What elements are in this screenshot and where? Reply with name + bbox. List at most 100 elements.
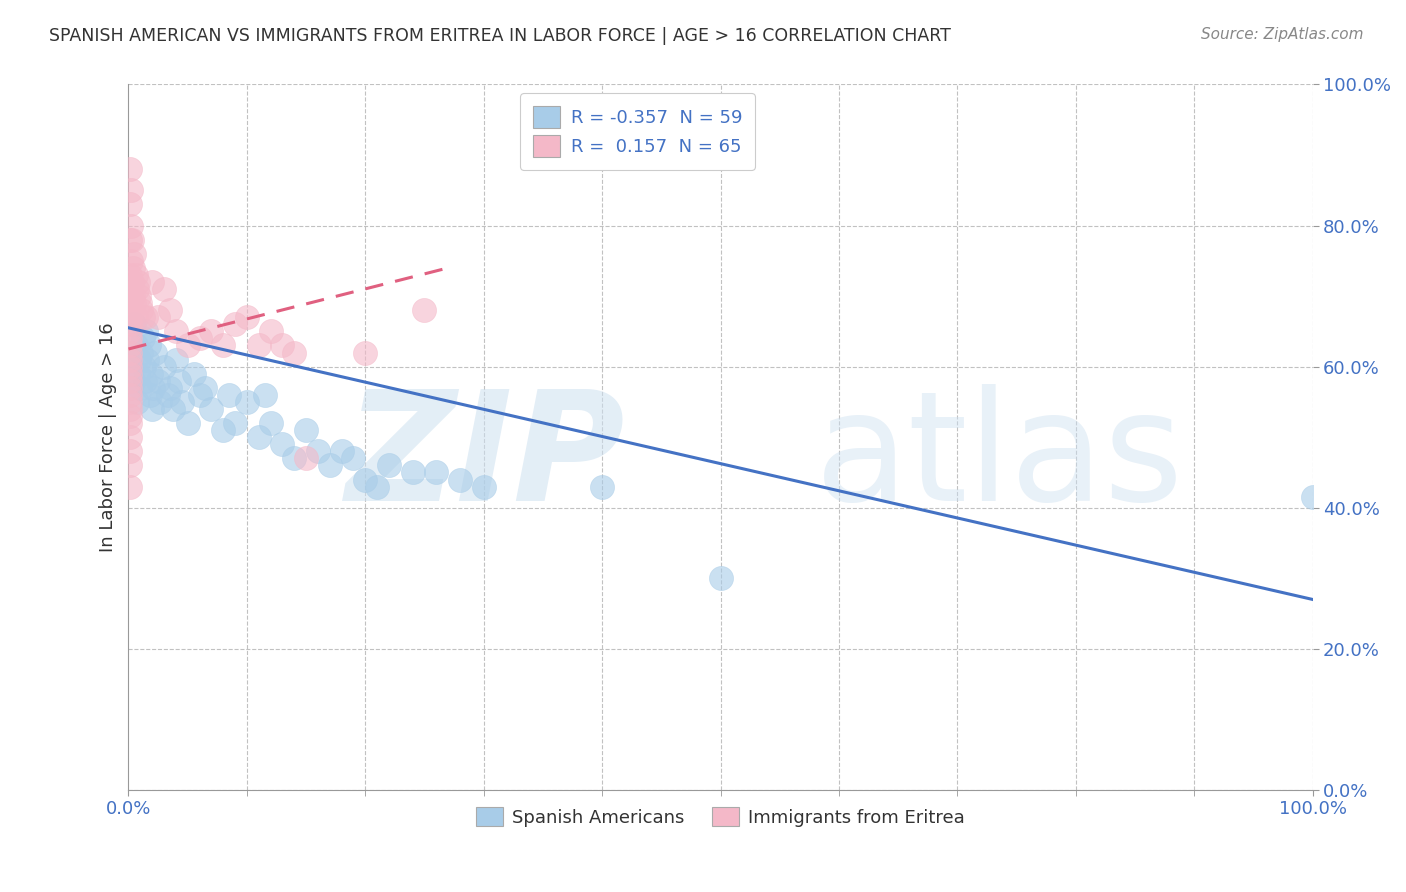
Point (124, 246, 146, 260)
Point (139, 367, 162, 381)
Point (118, 318, 141, 332)
Point (218, 388, 240, 402)
Point (378, 458, 401, 473)
Point (118, 233, 141, 247)
Point (127, 367, 149, 381)
Point (136, 352, 159, 367)
Point (118, 345, 141, 359)
Point (709, 571, 731, 585)
Point (149, 395, 172, 409)
Point (236, 395, 259, 409)
Point (118, 303, 141, 318)
Point (200, 324, 222, 338)
Text: atlas: atlas (815, 384, 1184, 533)
Text: ZIP: ZIP (346, 384, 626, 533)
Point (259, 324, 281, 338)
Point (472, 479, 495, 493)
Point (120, 289, 142, 303)
Point (283, 345, 305, 359)
Point (131, 345, 153, 359)
Point (128, 352, 150, 367)
Point (1302, 490, 1324, 504)
Point (124, 268, 146, 282)
Point (188, 331, 211, 345)
Y-axis label: In Labor Force | Age > 16: In Labor Force | Age > 16 (100, 322, 117, 552)
Point (143, 345, 166, 359)
Point (146, 310, 169, 325)
Point (118, 289, 141, 303)
Point (259, 416, 281, 430)
Point (165, 352, 187, 367)
Point (366, 479, 388, 493)
Point (307, 444, 329, 458)
Point (247, 430, 270, 444)
Point (212, 423, 235, 437)
Point (118, 388, 141, 402)
Point (247, 338, 270, 352)
Point (354, 473, 377, 487)
Point (449, 473, 471, 487)
Point (124, 338, 146, 352)
Point (122, 260, 145, 275)
Point (125, 282, 148, 296)
Point (170, 395, 193, 409)
Text: SPANISH AMERICAN VS IMMIGRANTS FROM ERITREA IN LABOR FORCE | AGE > 16 CORRELATIO: SPANISH AMERICAN VS IMMIGRANTS FROM ERIT… (49, 27, 950, 45)
Point (236, 310, 259, 325)
Point (125, 395, 148, 409)
Point (139, 388, 162, 402)
Point (212, 338, 235, 352)
Point (118, 310, 141, 325)
Point (425, 466, 447, 480)
Point (118, 268, 141, 282)
Point (194, 381, 217, 395)
Point (121, 233, 143, 247)
Legend: Spanish Americans, Immigrants from Eritrea: Spanish Americans, Immigrants from Eritr… (470, 800, 972, 834)
Point (124, 318, 146, 332)
Point (127, 275, 149, 289)
Point (141, 401, 163, 416)
Point (118, 381, 141, 395)
Point (342, 451, 364, 466)
Point (591, 479, 613, 493)
Point (121, 359, 143, 374)
Point (118, 416, 141, 430)
Point (118, 352, 141, 367)
Point (118, 395, 141, 409)
Point (118, 296, 141, 310)
Point (319, 458, 342, 473)
Point (153, 359, 176, 374)
Point (118, 430, 141, 444)
Point (122, 374, 145, 388)
Point (162, 401, 184, 416)
Point (118, 479, 141, 493)
Point (131, 303, 153, 318)
Point (159, 381, 181, 395)
Point (165, 324, 187, 338)
Point (124, 296, 146, 310)
Point (330, 444, 353, 458)
Point (118, 331, 141, 345)
Point (118, 401, 141, 416)
Point (118, 359, 141, 374)
Point (120, 219, 142, 233)
Point (253, 388, 276, 402)
Point (159, 303, 181, 318)
Point (401, 466, 423, 480)
Point (135, 324, 157, 338)
Point (118, 197, 141, 211)
Point (188, 388, 211, 402)
Point (120, 253, 142, 268)
Point (118, 409, 141, 423)
Point (131, 331, 153, 345)
Point (141, 275, 163, 289)
Point (283, 451, 305, 466)
Point (118, 367, 141, 381)
Point (176, 416, 198, 430)
Point (146, 374, 169, 388)
Point (413, 303, 436, 318)
Point (200, 401, 222, 416)
Point (122, 289, 145, 303)
Point (354, 345, 377, 359)
Point (176, 338, 198, 352)
Point (118, 338, 141, 352)
